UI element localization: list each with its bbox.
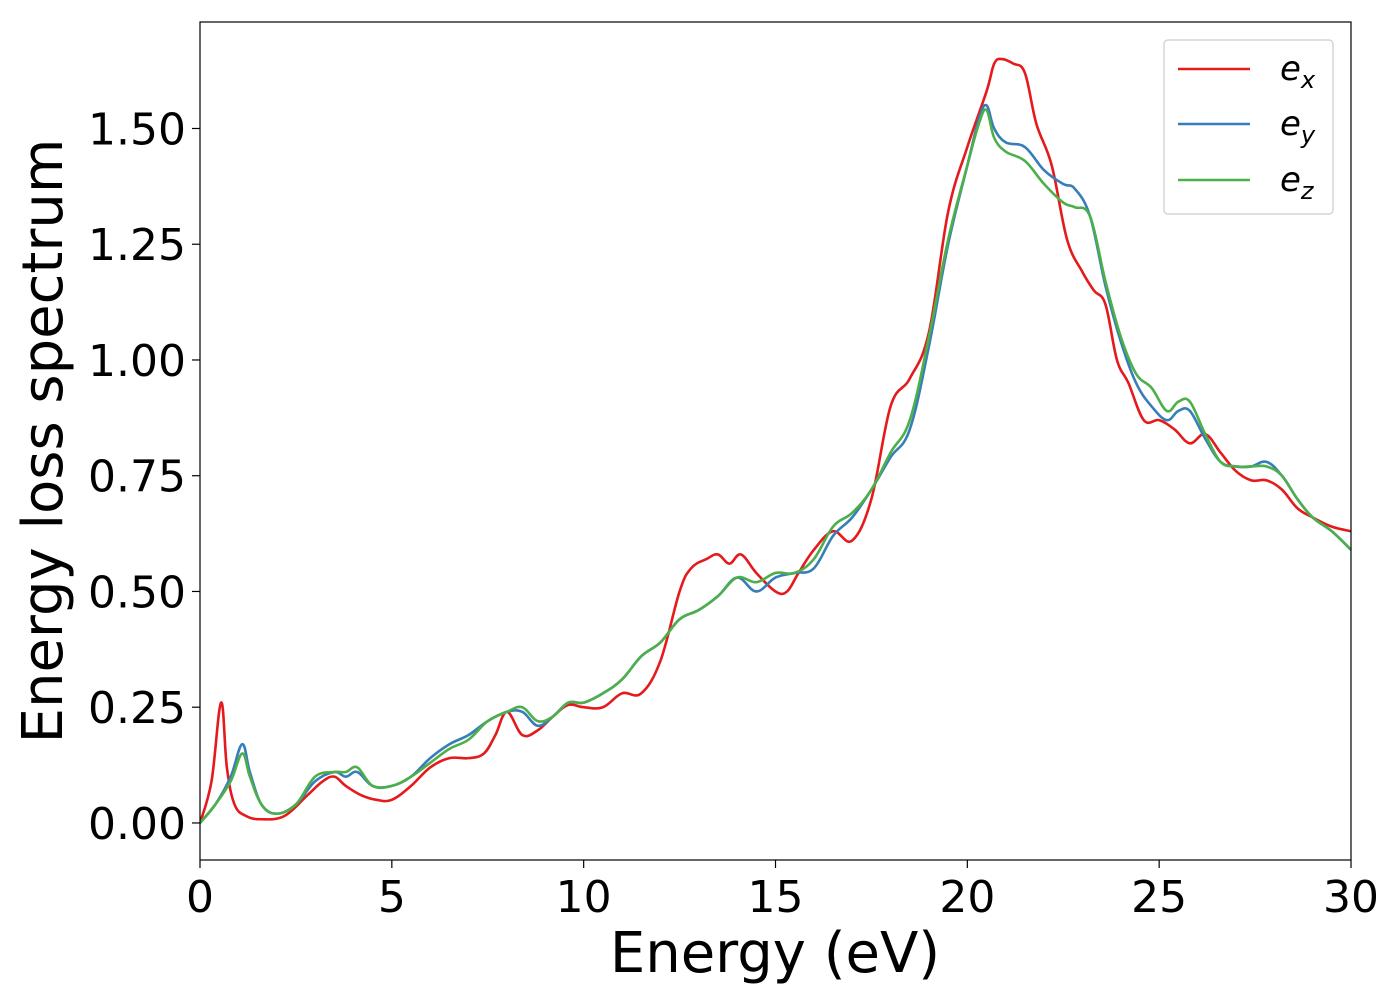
y-tick-label: 1.25 — [88, 220, 186, 271]
legend-box — [1163, 39, 1334, 215]
y-tick-label: 1.50 — [88, 104, 186, 155]
legend-label-ez: ez — [1280, 160, 1315, 205]
y-axis-title: Energy loss spectrum — [11, 139, 76, 744]
legend: ex ey ez — [1163, 39, 1334, 215]
y-tick-label: 0.50 — [88, 567, 186, 618]
y-tick-label: 1.00 — [88, 336, 186, 387]
legend-label-ex: ex — [1280, 49, 1316, 94]
series-layer — [200, 57, 1351, 825]
x-axis-title: Energy (eV) — [610, 921, 940, 986]
series-line-ez — [200, 108, 1351, 825]
x-tick-label: 15 — [748, 872, 804, 923]
x-tick-label: 5 — [378, 872, 406, 923]
x-axis-ticks: 0 5 10 15 20 25 30 — [186, 860, 1379, 923]
x-tick-label: 0 — [186, 872, 214, 923]
y-tick-label: 0.25 — [88, 683, 186, 734]
legend-label-ey: ey — [1280, 104, 1316, 149]
y-tick-label: 0.00 — [88, 799, 186, 850]
y-axis-ticks: 0.00 0.25 0.50 0.75 1.00 1.25 1.50 — [88, 104, 200, 850]
x-tick-label: 10 — [556, 872, 612, 923]
y-tick-label: 0.75 — [88, 452, 186, 503]
series-line-ex — [200, 57, 1351, 825]
x-tick-label: 25 — [1131, 872, 1187, 923]
x-tick-label: 20 — [939, 872, 995, 923]
x-tick-label: 30 — [1323, 872, 1379, 923]
